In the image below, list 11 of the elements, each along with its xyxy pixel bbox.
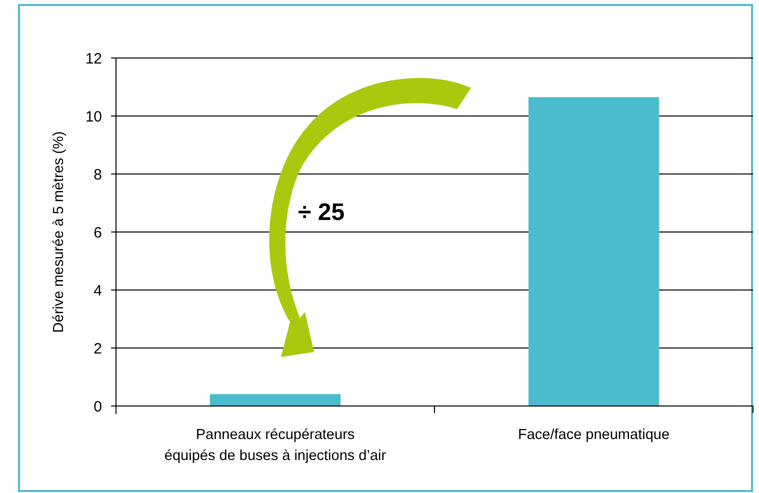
y-tick-label: 6: [94, 224, 102, 242]
x-tick-label: Panneaux récupérateurs équipés de buses à injections d’air: [164, 427, 386, 464]
y-tick-label: 8: [94, 166, 102, 184]
x-tick-label: Face/face pneumatique: [518, 427, 670, 443]
y-tick-label: 4: [94, 282, 102, 300]
y-tick-label: 2: [94, 340, 102, 358]
annotation: ÷ 25: [298, 199, 345, 226]
y-tick-label: 10: [85, 108, 102, 126]
y-tick-label: 0: [94, 398, 102, 416]
y-tick-label: 12: [85, 50, 102, 68]
y-axis-title: Dérive mesurée à 5 mètres (%): [51, 131, 67, 333]
